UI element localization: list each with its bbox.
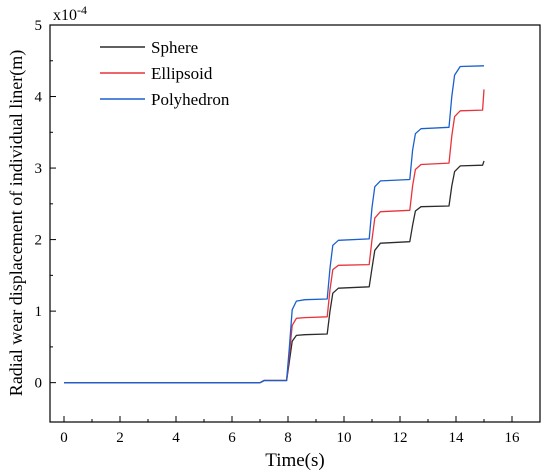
y-axis-ticks: 0 1 2 3 4 5 [35,18,56,392]
y-tick-label: 3 [35,161,43,177]
y-multiplier-label: x10-4 [53,3,87,24]
legend: Sphere Ellipsoid Polyhedron [100,38,230,109]
series-line-ellipsoid [64,89,485,384]
y-tick-label: 0 [35,376,43,392]
x-tick-label: 6 [228,430,236,446]
y-tick-label: 4 [35,90,43,106]
plot-frame [49,24,541,423]
y-tick-label: 5 [35,18,43,34]
x-tick-label: 12 [393,430,408,446]
x-tick-label: 4 [172,430,180,446]
series-line-sphere [64,160,485,384]
x-axis-ticks: 0 2 4 6 8 10 12 14 16 [60,416,541,446]
series-layer [64,65,485,384]
x-axis-label: Time(s) [265,450,324,471]
x-tick-label: 14 [449,430,465,446]
y-axis-label: Radial wear displacement of individual l… [6,50,27,396]
y-tick-label: 1 [35,304,43,320]
y-tick-label: 2 [35,233,43,249]
x-tick-label: 16 [505,430,521,446]
x-tick-label: 10 [337,430,352,446]
x-tick-label: 0 [60,430,68,446]
series-line-polyhedron [64,65,485,384]
legend-label-ellipsoid: Ellipsoid [151,64,213,83]
legend-label-polyhedron: Polyhedron [151,90,230,109]
legend-label-sphere: Sphere [151,38,198,57]
x-tick-label: 8 [284,430,292,446]
x-tick-label: 2 [116,430,124,446]
